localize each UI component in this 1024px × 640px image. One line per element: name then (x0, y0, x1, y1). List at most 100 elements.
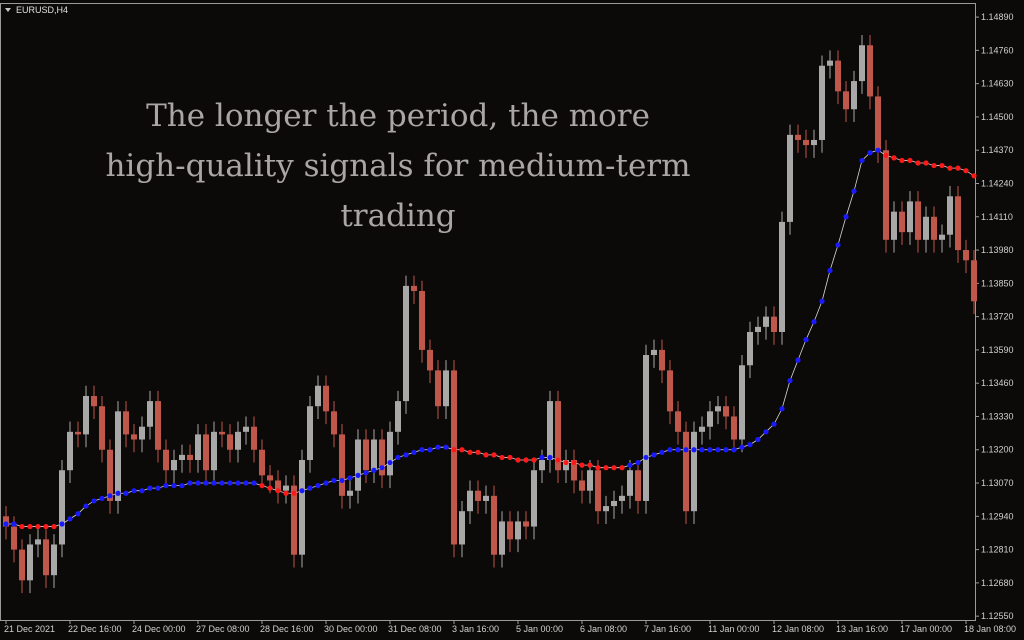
indicator-dot (867, 150, 873, 156)
indicator-dot (171, 482, 177, 489)
candle-body (771, 316, 777, 332)
x-tick-label: 18 Jan 08:00 (964, 624, 1016, 634)
indicator-dot (371, 467, 377, 473)
indicator-dot (787, 378, 793, 384)
indicator-dot (75, 511, 81, 517)
x-tick-label: 27 Dec 08:00 (196, 624, 250, 634)
candle-body (315, 385, 321, 407)
x-tick-label: 11 Jan 00:00 (708, 624, 759, 634)
candle-body (851, 81, 857, 110)
indicator-dot (355, 472, 361, 478)
indicator-dot (667, 447, 673, 453)
indicator-dot (155, 485, 161, 491)
candle-body (667, 370, 673, 412)
indicator-dot (571, 459, 577, 466)
candle-body (243, 426, 249, 432)
indicator-dot (379, 465, 385, 471)
indicator-dot (51, 523, 57, 530)
y-tick-label: 1.12810 (981, 545, 1014, 555)
candle-body (699, 426, 705, 432)
candle-body (747, 331, 753, 366)
indicator-dot (179, 482, 185, 489)
y-tick-label: 1.14890 (981, 12, 1014, 22)
indicator-dot (347, 475, 353, 481)
candle-body (91, 395, 97, 407)
indicator-dot (27, 523, 33, 530)
candle-body (291, 485, 297, 555)
candle-body (379, 439, 385, 476)
candle-body (187, 454, 193, 460)
candle-body (259, 449, 265, 476)
indicator-dot (331, 477, 337, 484)
indicator-dot (603, 465, 609, 471)
x-tick-label: 5 Jan 00:00 (516, 624, 563, 634)
candle-body (427, 349, 433, 371)
y-tick-label: 1.12940 (981, 511, 1014, 521)
candle-body (539, 459, 545, 471)
indicator-dot (227, 480, 233, 486)
indicator-dot (43, 523, 49, 530)
indicator-dot (211, 480, 217, 486)
indicator-dot (275, 488, 281, 494)
plot-frame (0, 3, 976, 621)
indicator-dot (851, 188, 857, 194)
candle-body (971, 260, 977, 302)
candle-body (323, 385, 329, 412)
candle-body (347, 490, 353, 496)
candle-body (651, 349, 657, 356)
candle-body (355, 439, 361, 491)
candle-body (707, 411, 713, 427)
candle-body (555, 401, 561, 471)
candle-body (299, 459, 305, 555)
candle-body (579, 480, 585, 491)
symbol-menu-icon[interactable] (5, 8, 11, 12)
candle-body (19, 549, 25, 581)
indicator-dot (475, 449, 481, 455)
x-tick-label: 21 Dec 2021 (4, 624, 55, 634)
indicator-dot (955, 165, 961, 171)
indicator-dot (883, 152, 889, 158)
candle-body (731, 416, 737, 440)
indicator-dot (715, 447, 721, 453)
candle-body (643, 355, 649, 501)
indicator-dot (707, 447, 713, 453)
indicator-dot (291, 490, 297, 496)
candle-body (547, 401, 553, 460)
candle-body (571, 459, 577, 481)
candle-body (307, 406, 313, 460)
indicator-dot (35, 523, 41, 530)
x-tick-label: 31 Dec 08:00 (388, 624, 442, 634)
candle-body (251, 426, 257, 450)
indicator-dot (779, 406, 785, 412)
indicator-dot (403, 452, 409, 458)
indicator-dot (131, 488, 137, 494)
candle-body (923, 216, 929, 240)
candle-body (107, 449, 113, 501)
candle-body (843, 91, 849, 110)
candle-body (835, 60, 841, 92)
candle-body (283, 485, 289, 491)
candle-body (531, 470, 537, 527)
y-tick-label: 1.14760 (981, 45, 1014, 55)
indicator-dot (963, 168, 969, 174)
candle-body (907, 201, 913, 233)
indicator-dot (363, 470, 369, 476)
candle-body (387, 431, 393, 476)
y-tick-label: 1.14630 (981, 79, 1014, 89)
indicator-dot (547, 454, 553, 461)
candle-body (779, 221, 785, 332)
indicator-dot (627, 462, 633, 468)
indicator-dot (515, 457, 521, 463)
indicator-dot (531, 457, 537, 463)
candle-body (195, 434, 201, 460)
indicator-dot (67, 516, 73, 522)
axes: 1.14890 1.14760 1.14630 1.14500 1.14370 1.142… (4, 12, 1016, 634)
y-tick-label: 1.13980 (981, 245, 1014, 255)
indicator-dot (123, 490, 129, 496)
indicator-dot (683, 447, 689, 453)
indicator-dot (835, 242, 841, 248)
indicator-dot (539, 454, 545, 461)
candle-body (275, 480, 281, 491)
candle-body (803, 139, 809, 146)
